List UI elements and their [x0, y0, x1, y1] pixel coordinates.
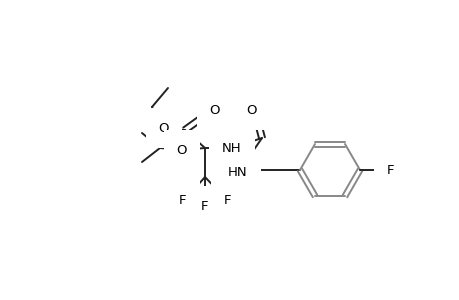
Text: O: O [246, 103, 257, 116]
Text: F: F [224, 194, 231, 206]
Text: HN: HN [228, 166, 247, 178]
Text: O: O [158, 122, 169, 134]
Text: F: F [179, 194, 186, 206]
Text: O: O [176, 143, 187, 157]
Text: F: F [201, 200, 208, 212]
Text: F: F [386, 164, 394, 176]
Text: NH: NH [222, 142, 241, 154]
Text: O: O [209, 103, 220, 116]
